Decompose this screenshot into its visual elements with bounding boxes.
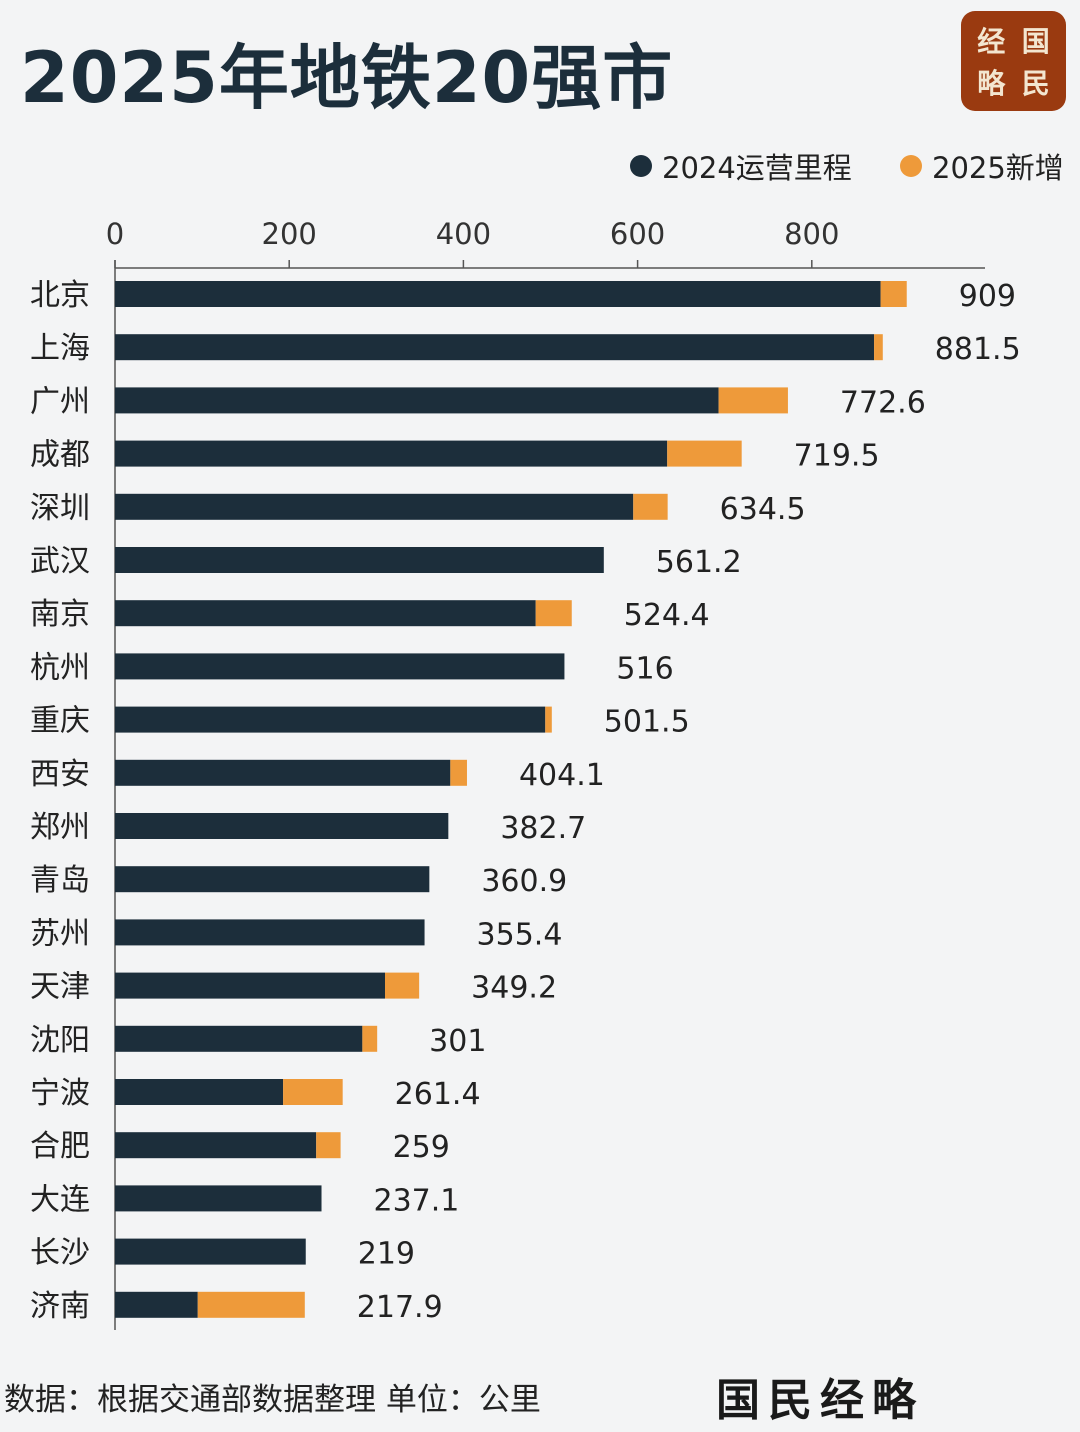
- total-label: 301: [429, 1024, 486, 1059]
- bar-2025-added: [316, 1132, 341, 1159]
- logo-char: 国: [1021, 25, 1050, 58]
- legend-item-2025: 2025新增: [900, 145, 1064, 187]
- category-label: 杭州: [30, 650, 90, 685]
- x-tick-label: 0: [106, 217, 124, 251]
- category-label: 天津: [30, 970, 90, 1005]
- bar-2025-added: [362, 1025, 378, 1052]
- category-label: 沈阳: [30, 1023, 90, 1058]
- category-label: 济南: [30, 1289, 90, 1324]
- legend-dot-2025-icon: [900, 155, 922, 177]
- chart-title: 2025年地铁20强市: [20, 37, 674, 119]
- category-label: 青岛: [30, 863, 90, 898]
- total-label: 909: [959, 279, 1016, 314]
- total-label: 382.7: [500, 811, 586, 846]
- x-tick-label: 400: [436, 217, 491, 251]
- category-label: 西安: [30, 757, 90, 792]
- total-label: 516: [616, 651, 673, 686]
- total-label: 524.4: [624, 598, 710, 633]
- bar-2025-added: [633, 493, 668, 520]
- legend-label: 2025新增: [932, 151, 1064, 185]
- source-note: 数据：根据交通部数据整理 单位：公里: [4, 1382, 541, 1418]
- category-label: 宁波: [30, 1076, 90, 1111]
- bar-2024: [115, 547, 604, 573]
- category-label: 长沙: [30, 1236, 90, 1271]
- x-tick-label: 800: [784, 217, 839, 251]
- bar-2024: [115, 706, 546, 733]
- bar-2024: [115, 1079, 284, 1105]
- category-label: 成都: [30, 438, 90, 473]
- bar-2025-added: [667, 440, 742, 467]
- logo-char: 经: [977, 25, 1006, 58]
- total-label: 719.5: [794, 439, 880, 474]
- bar-2025-added: [535, 600, 572, 627]
- category-label: 武汉: [30, 544, 90, 579]
- total-label: 259: [393, 1130, 450, 1165]
- bar-2024: [115, 919, 425, 946]
- total-label: 561.2: [656, 545, 742, 580]
- total-label: 404.1: [519, 758, 605, 793]
- bar-2024: [115, 1132, 317, 1159]
- total-label: 237.1: [374, 1183, 460, 1218]
- bar-2025-added: [880, 281, 907, 307]
- logo-char: 民: [1021, 67, 1050, 100]
- bar-2024: [115, 334, 875, 361]
- bar-2024: [115, 493, 634, 520]
- bar-2024: [115, 440, 668, 467]
- category-label: 郑州: [30, 810, 90, 845]
- total-label: 219: [358, 1237, 415, 1272]
- bar-2024: [115, 1185, 322, 1212]
- bar-2024: [115, 972, 386, 999]
- bar-2024: [115, 813, 449, 839]
- bar-2024: [115, 1291, 198, 1318]
- bar-2024: [115, 1238, 306, 1265]
- bar-2025-added: [197, 1291, 305, 1318]
- total-label: 881.5: [935, 332, 1021, 367]
- category-label: 重庆: [30, 704, 90, 739]
- bar-2024: [115, 281, 881, 307]
- total-label: 349.2: [471, 971, 557, 1006]
- category-label: 合肥: [30, 1129, 90, 1164]
- brand-logo: 国 经 民 略: [961, 11, 1066, 111]
- bar-2024: [115, 600, 536, 627]
- bar-2025-added: [450, 759, 467, 786]
- bar-2025-added: [874, 334, 883, 361]
- total-label: 634.5: [720, 492, 806, 527]
- brand-footer: 国民经略: [716, 1375, 924, 1426]
- bar-2025-added: [718, 387, 788, 414]
- legend-item-2024: 2024运营里程: [630, 145, 852, 187]
- category-label: 广州: [30, 384, 90, 419]
- bar-2024: [115, 653, 565, 680]
- legend-dot-2024-icon: [630, 155, 652, 177]
- bar-2024: [115, 866, 430, 893]
- category-label: 南京: [30, 597, 90, 632]
- category-label: 大连: [30, 1182, 90, 1217]
- category-label: 苏州: [30, 916, 90, 951]
- total-label: 501.5: [604, 705, 690, 740]
- bar-2025-added: [283, 1079, 343, 1105]
- total-label: 772.6: [840, 385, 926, 420]
- category-label: 深圳: [30, 491, 90, 526]
- category-label: 上海: [30, 331, 90, 366]
- total-label: 360.9: [481, 864, 567, 899]
- bar-2024: [115, 387, 719, 414]
- x-tick-label: 600: [610, 217, 665, 251]
- legend-label: 2024运营里程: [662, 151, 852, 185]
- bar-2024: [115, 1025, 363, 1052]
- bar-2025-added: [545, 706, 552, 733]
- bar-2024: [115, 759, 451, 786]
- bar-2025-added: [385, 972, 420, 999]
- total-label: 355.4: [477, 917, 563, 952]
- total-label: 217.9: [357, 1290, 443, 1325]
- x-tick-label: 200: [262, 217, 317, 251]
- category-label: 北京: [30, 278, 90, 313]
- logo-char: 略: [977, 67, 1006, 100]
- total-label: 261.4: [395, 1077, 481, 1112]
